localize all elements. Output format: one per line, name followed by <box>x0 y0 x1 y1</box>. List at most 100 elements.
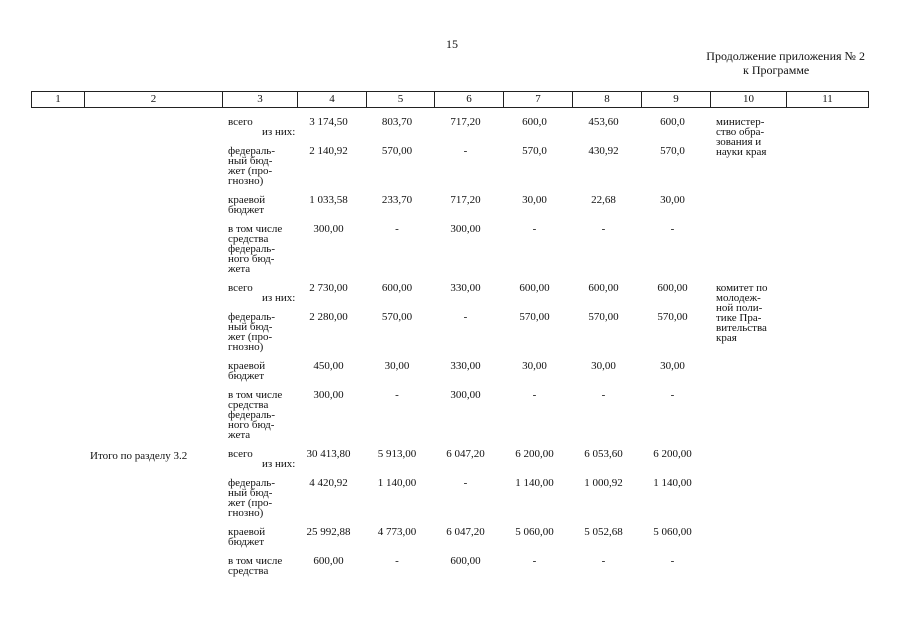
value-cell: - <box>601 555 606 567</box>
appendix-note: Продолжение приложения № 2 <box>706 49 865 63</box>
value-cell: 600,00 <box>313 555 344 567</box>
row-label: федераль- <box>228 243 275 255</box>
row-label: из них: <box>262 458 296 470</box>
value-cell: 600,00 <box>450 555 481 567</box>
responsible: вительства <box>716 322 767 334</box>
header-cell: 10 <box>710 91 787 108</box>
row-label: средства <box>228 233 269 245</box>
value-cell: 30,00 <box>522 360 547 372</box>
value-cell: 6 047,20 <box>446 526 485 538</box>
row-label: гнозно) <box>228 175 264 187</box>
responsible: молодеж- <box>716 292 761 304</box>
row-label: краевой <box>228 360 266 372</box>
value-cell: 233,70 <box>381 194 413 206</box>
row-label: средства <box>228 565 269 577</box>
header-cell: 8 <box>572 91 642 108</box>
value-cell: 570,00 <box>657 311 688 323</box>
section-label: Итого по разделу 3.2 <box>90 450 188 462</box>
value-cell: 5 913,00 <box>377 448 417 460</box>
value-cell: 30 413,80 <box>306 448 351 460</box>
row-label: всего <box>228 282 253 294</box>
value-cell: 6 053,60 <box>584 448 623 460</box>
value-cell: 717,20 <box>450 116 481 128</box>
row-label: в том числе <box>228 555 283 567</box>
value-cell: 300,00 <box>450 223 481 235</box>
row-label: бюджет <box>228 370 264 382</box>
value-cell: 600,00 <box>381 282 413 294</box>
value-cell: 5 060,00 <box>653 526 692 538</box>
header-cell: 2 <box>84 91 223 108</box>
value-cell: - <box>395 555 399 567</box>
row-label: ного бюд- <box>228 419 275 431</box>
value-cell: 570,00 <box>588 311 619 323</box>
program-note: к Программе <box>743 63 810 77</box>
value-cell: 600,00 <box>519 282 550 294</box>
value-cell: - <box>532 389 537 401</box>
value-cell: 2 730,00 <box>309 282 348 294</box>
row-label: жет (про- <box>228 165 273 177</box>
responsible: науки края <box>716 146 767 158</box>
value-cell: 1 140,00 <box>515 477 554 489</box>
value-cell: 450,00 <box>313 360 344 372</box>
responsible: края <box>716 332 737 344</box>
value-cell: - <box>463 311 468 323</box>
value-cell: 600,00 <box>657 282 688 294</box>
value-cell: 1 000,92 <box>584 477 623 489</box>
value-cell: - <box>601 223 606 235</box>
row-label: всего <box>228 448 253 460</box>
value-cell: 1 033,58 <box>309 194 348 206</box>
page-number: 15 <box>446 37 458 51</box>
header-cell: 3 <box>222 91 298 108</box>
value-cell: - <box>670 223 675 235</box>
value-cell: 330,00 <box>450 282 481 294</box>
value-cell: 4 773,00 <box>377 526 417 538</box>
value-cell: 570,00 <box>519 311 550 323</box>
value-cell: 30,00 <box>660 194 685 206</box>
value-cell: 570,00 <box>381 311 413 323</box>
value-cell: 6 047,20 <box>446 448 485 460</box>
row-label: из них: <box>262 292 296 304</box>
value-cell: 30,00 <box>384 360 410 372</box>
value-cell: - <box>463 145 468 157</box>
value-cell: 300,00 <box>450 389 481 401</box>
value-cell: - <box>395 223 399 235</box>
responsible: зования и <box>716 136 762 148</box>
row-label: ный бюд- <box>228 155 273 167</box>
row-label: краевой <box>228 526 266 538</box>
value-cell: 300,00 <box>313 389 344 401</box>
value-cell: - <box>532 555 537 567</box>
header-cell: 5 <box>366 91 435 108</box>
value-cell: 300,00 <box>313 223 344 235</box>
value-cell: - <box>670 555 675 567</box>
row-label: гнозно) <box>228 341 264 353</box>
row-label: федераль- <box>228 145 275 157</box>
value-cell: 6 200,00 <box>515 448 554 460</box>
header-cell: 1 <box>31 91 85 108</box>
value-cell: 5 060,00 <box>515 526 554 538</box>
header-cell: 9 <box>641 91 711 108</box>
value-cell: 25 992,88 <box>306 526 351 538</box>
value-cell: 30,00 <box>660 360 685 372</box>
row-label: бюджет <box>228 204 264 216</box>
value-cell: - <box>601 389 606 401</box>
value-cell: 22,68 <box>591 194 616 206</box>
row-label: жет (про- <box>228 331 273 343</box>
value-cell: - <box>463 477 468 489</box>
value-cell: 330,00 <box>450 360 481 372</box>
value-cell: 6 200,00 <box>653 448 692 460</box>
value-cell: 803,70 <box>381 116 413 128</box>
value-cell: 30,00 <box>522 194 547 206</box>
header-cell: 7 <box>503 91 573 108</box>
row-label: ный бюд- <box>228 321 273 333</box>
row-label: в том числе <box>228 389 283 401</box>
value-cell: 600,0 <box>522 116 547 128</box>
value-cell: 600,00 <box>588 282 619 294</box>
row-label: ный бюд- <box>228 487 273 499</box>
value-cell: 600,0 <box>660 116 685 128</box>
row-label: всего <box>228 116 253 128</box>
value-cell: 2 140,92 <box>309 145 348 157</box>
row-label: бюджет <box>228 536 264 548</box>
header-cell: 4 <box>297 91 367 108</box>
responsible: ство обра- <box>716 126 765 138</box>
